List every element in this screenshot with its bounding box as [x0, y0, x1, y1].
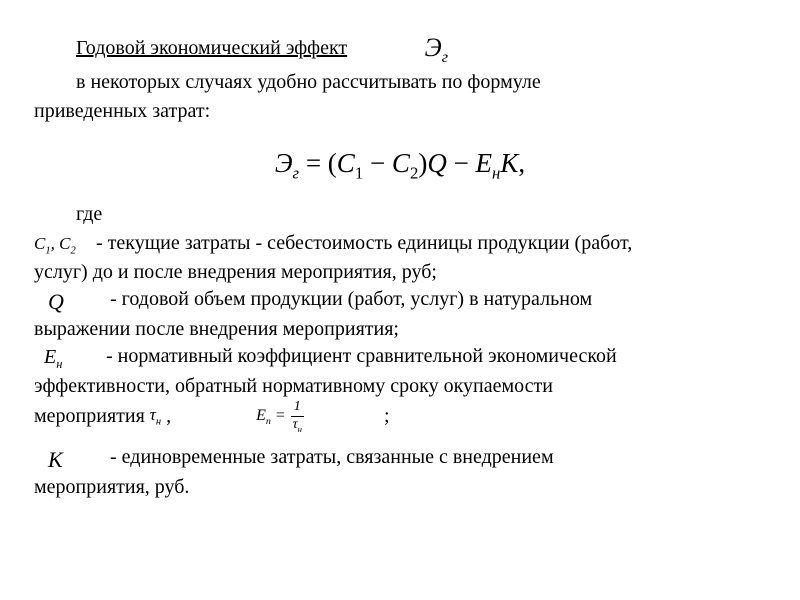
small-equation: En = 1 τн — [256, 400, 309, 434]
title-symbol: Эг — [425, 30, 448, 69]
small-eq-lhs: En = — [256, 405, 286, 429]
where-label: где — [34, 201, 766, 228]
def-en-line2: мероприятия τн , En = 1 τн ; — [34, 400, 766, 434]
intro-line-2: приведенных затрат: — [34, 98, 766, 125]
def-en-lead: мероприятия — [34, 403, 150, 430]
def-en-text: - нормативный коэффициент сравнительной … — [106, 343, 766, 370]
fraction-den: τн — [290, 417, 305, 434]
def-c1c2-symbol: С1, С2 — [34, 230, 96, 259]
def-en-symbol: Eн — [34, 343, 106, 373]
def-q-symbol: Q — [34, 286, 110, 317]
title-text: Годовой экономический эффект — [76, 35, 347, 62]
def-c1c2: С1, С2 - текущие затраты - себестоимость… — [34, 230, 766, 259]
def-c1c2-text: - текущие затраты - себестоимость единиц… — [96, 230, 766, 257]
tau-symbol: τн — [150, 404, 161, 430]
fraction-num: 1 — [291, 400, 304, 417]
def-en-cont1: эффективности, обратный нормативному сро… — [34, 373, 766, 400]
def-q: Q - годовой объем продукции (работ, услу… — [34, 286, 766, 317]
main-formula: Эг = (С1 − С2)Q − EнK, — [34, 145, 766, 185]
title-row: Годовой экономический эффект Эг — [34, 28, 766, 67]
def-en-tail: ; — [309, 403, 390, 430]
def-en: Eн - нормативный коэффициент сравнительн… — [34, 343, 766, 373]
spacer — [34, 434, 766, 444]
fraction: 1 τн — [290, 400, 305, 434]
intro-line-1: в некоторых случаях удобно рассчитывать … — [34, 69, 766, 96]
def-k-text: - единовременные затраты, связанные с вн… — [110, 444, 766, 471]
document-page: Годовой экономический эффект Эг в некото… — [0, 0, 800, 521]
def-q-cont: выражении после внедрения мероприятия; — [34, 316, 766, 343]
def-k-symbol: K — [34, 444, 110, 475]
def-c1c2-cont: услуг) до и после внедрения мероприятия,… — [34, 259, 766, 286]
def-k: K - единовременные затраты, связанные с … — [34, 444, 766, 475]
def-k-cont: мероприятия, руб. — [34, 474, 766, 501]
def-q-text: - годовой объем продукции (работ, услуг)… — [110, 286, 766, 313]
def-en-gap: , — [161, 403, 256, 430]
